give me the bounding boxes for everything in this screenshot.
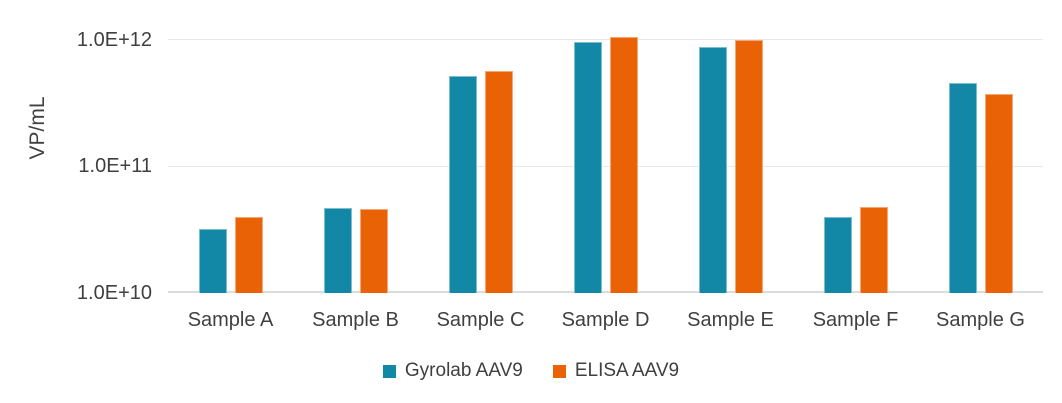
bar-gyrolab-aav9-sample-f <box>823 216 852 293</box>
x-category-label: Sample F <box>812 309 899 331</box>
bar-elisa-aav9-sample-b <box>359 209 388 293</box>
y-tick-label: 1.0E+11 <box>78 155 152 178</box>
x-category-label: Sample D <box>561 309 650 331</box>
legend-swatch-icon <box>382 364 396 378</box>
y-tick-label: 1.0E+12 <box>76 28 152 51</box>
x-category-label: Sample E <box>687 309 774 331</box>
bar-elisa-aav9-sample-d <box>609 37 638 293</box>
bar-elisa-aav9-sample-c <box>484 70 513 293</box>
legend: Gyrolab AAV9 ELISA AAV9 <box>0 360 1062 382</box>
x-category-label: Sample G <box>936 309 1025 331</box>
bar-elisa-aav9-sample-a <box>234 216 263 293</box>
plot-area <box>168 14 1043 293</box>
bar-elisa-aav9-sample-e <box>734 40 763 293</box>
x-axis-line <box>168 291 1043 293</box>
gridline <box>168 39 1043 41</box>
legend-item-elisa-aav9: ELISA AAV9 <box>552 360 680 382</box>
bar-gyrolab-aav9-sample-d <box>573 41 602 293</box>
bar-gyrolab-aav9-sample-e <box>698 46 727 293</box>
bar-gyrolab-aav9-sample-c <box>448 75 477 293</box>
x-category-label: Sample A <box>187 309 274 331</box>
bar-elisa-aav9-sample-g <box>984 94 1013 293</box>
gridline <box>168 165 1043 167</box>
bar-elisa-aav9-sample-f <box>859 206 888 293</box>
x-category-label: Sample C <box>436 309 525 331</box>
legend-label: ELISA AAV9 <box>574 360 680 381</box>
legend-label: Gyrolab AAV9 <box>404 360 523 381</box>
x-category-label: Sample B <box>312 309 399 331</box>
bar-gyrolab-aav9-sample-g <box>948 82 977 293</box>
legend-swatch-icon <box>552 364 566 378</box>
legend-item-gyrolab-aav9: Gyrolab AAV9 <box>382 360 523 382</box>
y-axis-tick-labels: 1.0E+10 1.0E+11 1.0E+12 <box>0 0 152 403</box>
bar-gyrolab-aav9-sample-a <box>198 229 227 293</box>
y-tick-label: 1.0E+10 <box>76 282 152 304</box>
x-axis-category-labels: Sample A Sample B Sample C Sample D Sample E… <box>168 309 1043 337</box>
bar-gyrolab-aav9-sample-b <box>323 207 352 293</box>
